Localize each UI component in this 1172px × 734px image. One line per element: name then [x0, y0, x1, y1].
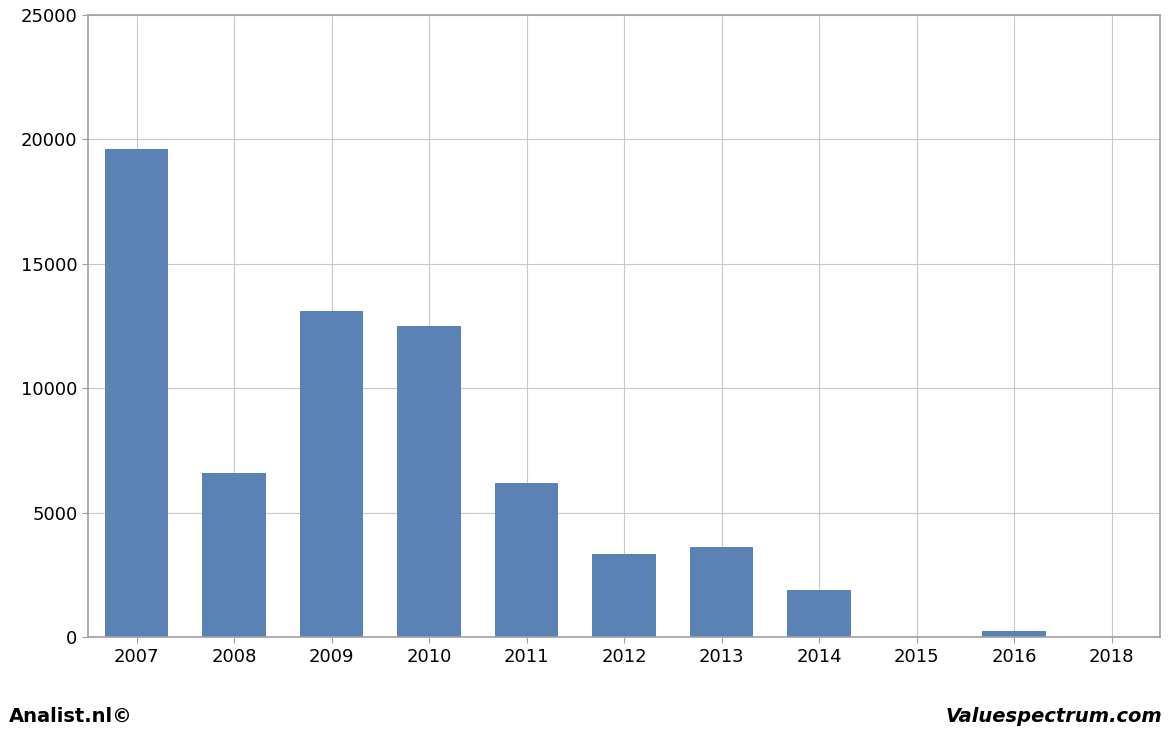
Text: Valuespectrum.com: Valuespectrum.com	[946, 708, 1163, 727]
Bar	[300, 311, 363, 637]
Bar	[592, 553, 656, 637]
Bar	[788, 590, 851, 637]
Bar	[690, 548, 754, 637]
Bar	[982, 631, 1045, 637]
Text: Analist.nl©: Analist.nl©	[9, 708, 134, 727]
Bar	[105, 149, 169, 637]
Bar	[203, 473, 266, 637]
Bar	[397, 326, 461, 637]
Bar	[495, 483, 558, 637]
